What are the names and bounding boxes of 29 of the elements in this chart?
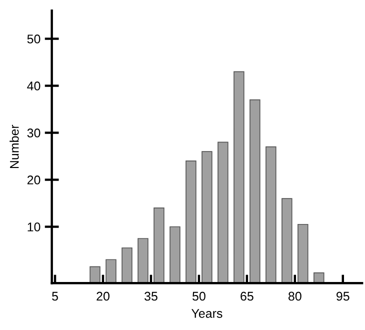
x-tick-label: 20 [96,292,110,301]
bar [106,259,116,284]
bar [298,224,308,284]
x-tick-label: 5 [52,292,58,301]
bar [314,272,324,284]
bar [234,71,244,284]
y-tick-label: 30 [27,128,40,138]
bar [170,226,180,284]
x-tick-label: 50 [192,292,206,301]
bar [282,198,292,284]
y-axis-title: Number [10,124,19,168]
y-tick-label: 40 [27,82,40,90]
bar [122,247,132,284]
x-tick-label: 35 [144,292,158,301]
x-axis-title: Years [191,309,222,318]
bar [218,142,228,284]
x-tick-label: 95 [336,292,350,301]
bar [186,160,196,284]
x-tick-label: 80 [288,292,302,301]
bar [154,208,164,284]
bar [202,151,212,284]
bar [266,146,276,284]
y-tick-label: 50 [27,34,40,44]
bar [138,238,148,284]
y-tick-label: 20 [27,176,40,184]
bar [250,99,260,284]
x-tick-label: 65 [240,292,254,301]
bar [90,266,100,284]
y-tick-label: 10 [28,222,40,232]
